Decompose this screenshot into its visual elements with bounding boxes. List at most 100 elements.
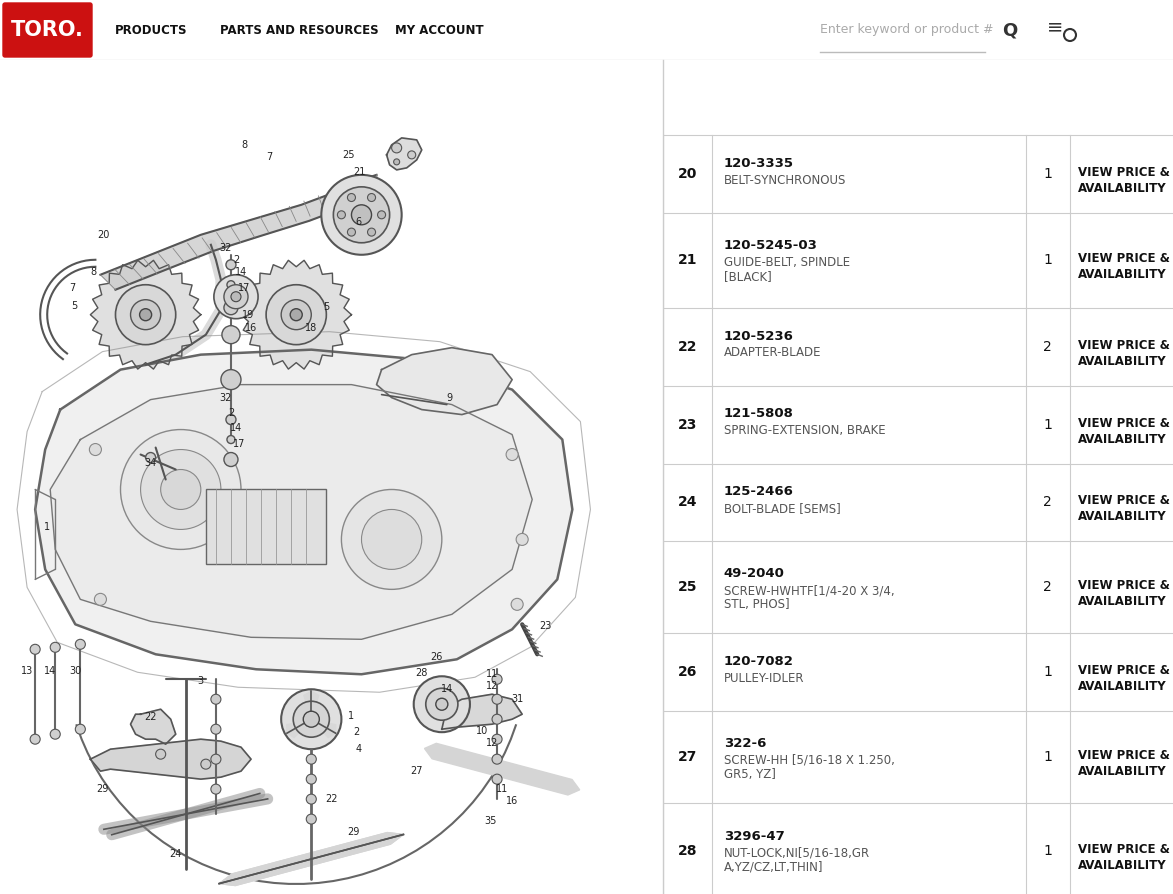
Text: 25: 25	[343, 150, 354, 160]
Text: 16: 16	[245, 323, 257, 333]
Bar	[663, 542, 1173, 633]
Text: 9: 9	[447, 392, 453, 402]
Text: 120-3335: 120-3335	[724, 156, 794, 170]
Text: 8: 8	[90, 266, 96, 277]
Polygon shape	[377, 348, 513, 415]
Bar	[663, 135, 1173, 213]
Text: 4: 4	[355, 744, 361, 755]
Text: 120-5245-03: 120-5245-03	[724, 240, 818, 252]
Text: AVAILABILITY: AVAILABILITY	[1078, 595, 1166, 608]
Text: 1: 1	[348, 712, 354, 721]
Circle shape	[491, 774, 502, 784]
Text: 29: 29	[347, 827, 360, 837]
Text: ≡: ≡	[1046, 18, 1063, 37]
Circle shape	[426, 688, 457, 721]
Circle shape	[141, 450, 221, 529]
Circle shape	[506, 449, 518, 460]
Circle shape	[145, 452, 156, 462]
Text: 2: 2	[353, 727, 360, 738]
Text: 1: 1	[45, 522, 50, 533]
Text: 14: 14	[230, 423, 242, 433]
Circle shape	[226, 435, 235, 443]
Text: 23: 23	[678, 417, 697, 432]
Text: VIEW PRICE &: VIEW PRICE &	[1078, 166, 1169, 179]
Text: STL, PHOS]: STL, PHOS]	[724, 598, 789, 611]
Text: 12: 12	[486, 681, 499, 691]
Text: 24: 24	[678, 495, 697, 510]
Text: 28: 28	[678, 844, 697, 857]
Circle shape	[392, 143, 401, 153]
Circle shape	[89, 443, 101, 456]
Text: VIEW PRICE &: VIEW PRICE &	[1078, 494, 1169, 508]
Polygon shape	[240, 260, 352, 369]
Circle shape	[282, 299, 311, 330]
Text: 26: 26	[678, 665, 697, 679]
Polygon shape	[442, 695, 522, 730]
Circle shape	[341, 490, 442, 589]
Circle shape	[222, 325, 240, 343]
Text: VIEW PRICE &: VIEW PRICE &	[1078, 749, 1169, 763]
Text: 22: 22	[144, 713, 157, 722]
Text: 3296-47: 3296-47	[724, 830, 785, 843]
Bar	[663, 463, 1173, 542]
Text: [BLACK]: [BLACK]	[724, 270, 772, 283]
Text: 13: 13	[21, 666, 33, 676]
Circle shape	[121, 429, 240, 550]
Circle shape	[213, 274, 258, 318]
Circle shape	[361, 510, 422, 569]
Circle shape	[367, 193, 375, 201]
Polygon shape	[90, 260, 201, 369]
FancyBboxPatch shape	[4, 3, 91, 57]
Text: 31: 31	[511, 695, 523, 704]
Text: 11: 11	[486, 670, 499, 679]
Circle shape	[347, 193, 355, 201]
Text: 20: 20	[97, 230, 109, 240]
Circle shape	[75, 724, 86, 734]
Text: 1: 1	[1043, 253, 1052, 267]
Text: A,YZ/CZ,LT,THIN]: A,YZ/CZ,LT,THIN]	[724, 861, 823, 873]
Circle shape	[414, 676, 470, 732]
Text: 14: 14	[45, 666, 56, 676]
Circle shape	[338, 211, 345, 219]
Polygon shape	[219, 832, 404, 886]
Text: VIEW PRICE &: VIEW PRICE &	[1078, 339, 1169, 351]
Polygon shape	[387, 138, 422, 170]
Text: 125-2466: 125-2466	[724, 485, 793, 498]
Circle shape	[224, 452, 238, 467]
Circle shape	[226, 415, 236, 425]
Text: 14: 14	[235, 266, 248, 277]
Polygon shape	[35, 350, 572, 674]
Circle shape	[516, 534, 528, 545]
Text: 18: 18	[305, 323, 318, 333]
Text: 1: 1	[1043, 665, 1052, 679]
Text: VIEW PRICE &: VIEW PRICE &	[1078, 579, 1169, 593]
Text: GUIDE-BELT, SPINDLE: GUIDE-BELT, SPINDLE	[724, 257, 849, 269]
Circle shape	[75, 639, 86, 649]
Circle shape	[140, 308, 151, 321]
Text: 14: 14	[441, 684, 453, 695]
Text: 2: 2	[1043, 340, 1052, 354]
Circle shape	[226, 281, 235, 289]
Polygon shape	[304, 691, 319, 719]
Text: VIEW PRICE &: VIEW PRICE &	[1078, 417, 1169, 430]
Text: 5: 5	[72, 300, 77, 311]
Text: 22: 22	[325, 794, 338, 804]
Text: VIEW PRICE &: VIEW PRICE &	[1078, 664, 1169, 678]
Text: 27: 27	[411, 766, 423, 776]
Text: 29: 29	[96, 784, 109, 794]
Text: 20: 20	[678, 167, 697, 181]
Text: 12: 12	[486, 738, 499, 748]
Text: PARTS AND RESOURCES: PARTS AND RESOURCES	[221, 23, 379, 37]
Circle shape	[352, 205, 372, 224]
Text: AVAILABILITY: AVAILABILITY	[1078, 181, 1166, 195]
Bar	[663, 213, 1173, 308]
FancyBboxPatch shape	[205, 490, 326, 564]
Text: MY ACCOUNT: MY ACCOUNT	[395, 23, 483, 37]
Text: BELT-SYNCHRONOUS: BELT-SYNCHRONOUS	[724, 173, 846, 187]
Text: 17: 17	[232, 439, 245, 449]
Text: AVAILABILITY: AVAILABILITY	[1078, 765, 1166, 778]
Circle shape	[211, 724, 221, 734]
Circle shape	[224, 300, 238, 315]
Text: NUT-LOCK,NI[5/16-18,GR: NUT-LOCK,NI[5/16-18,GR	[724, 847, 869, 860]
Bar	[663, 633, 1173, 712]
